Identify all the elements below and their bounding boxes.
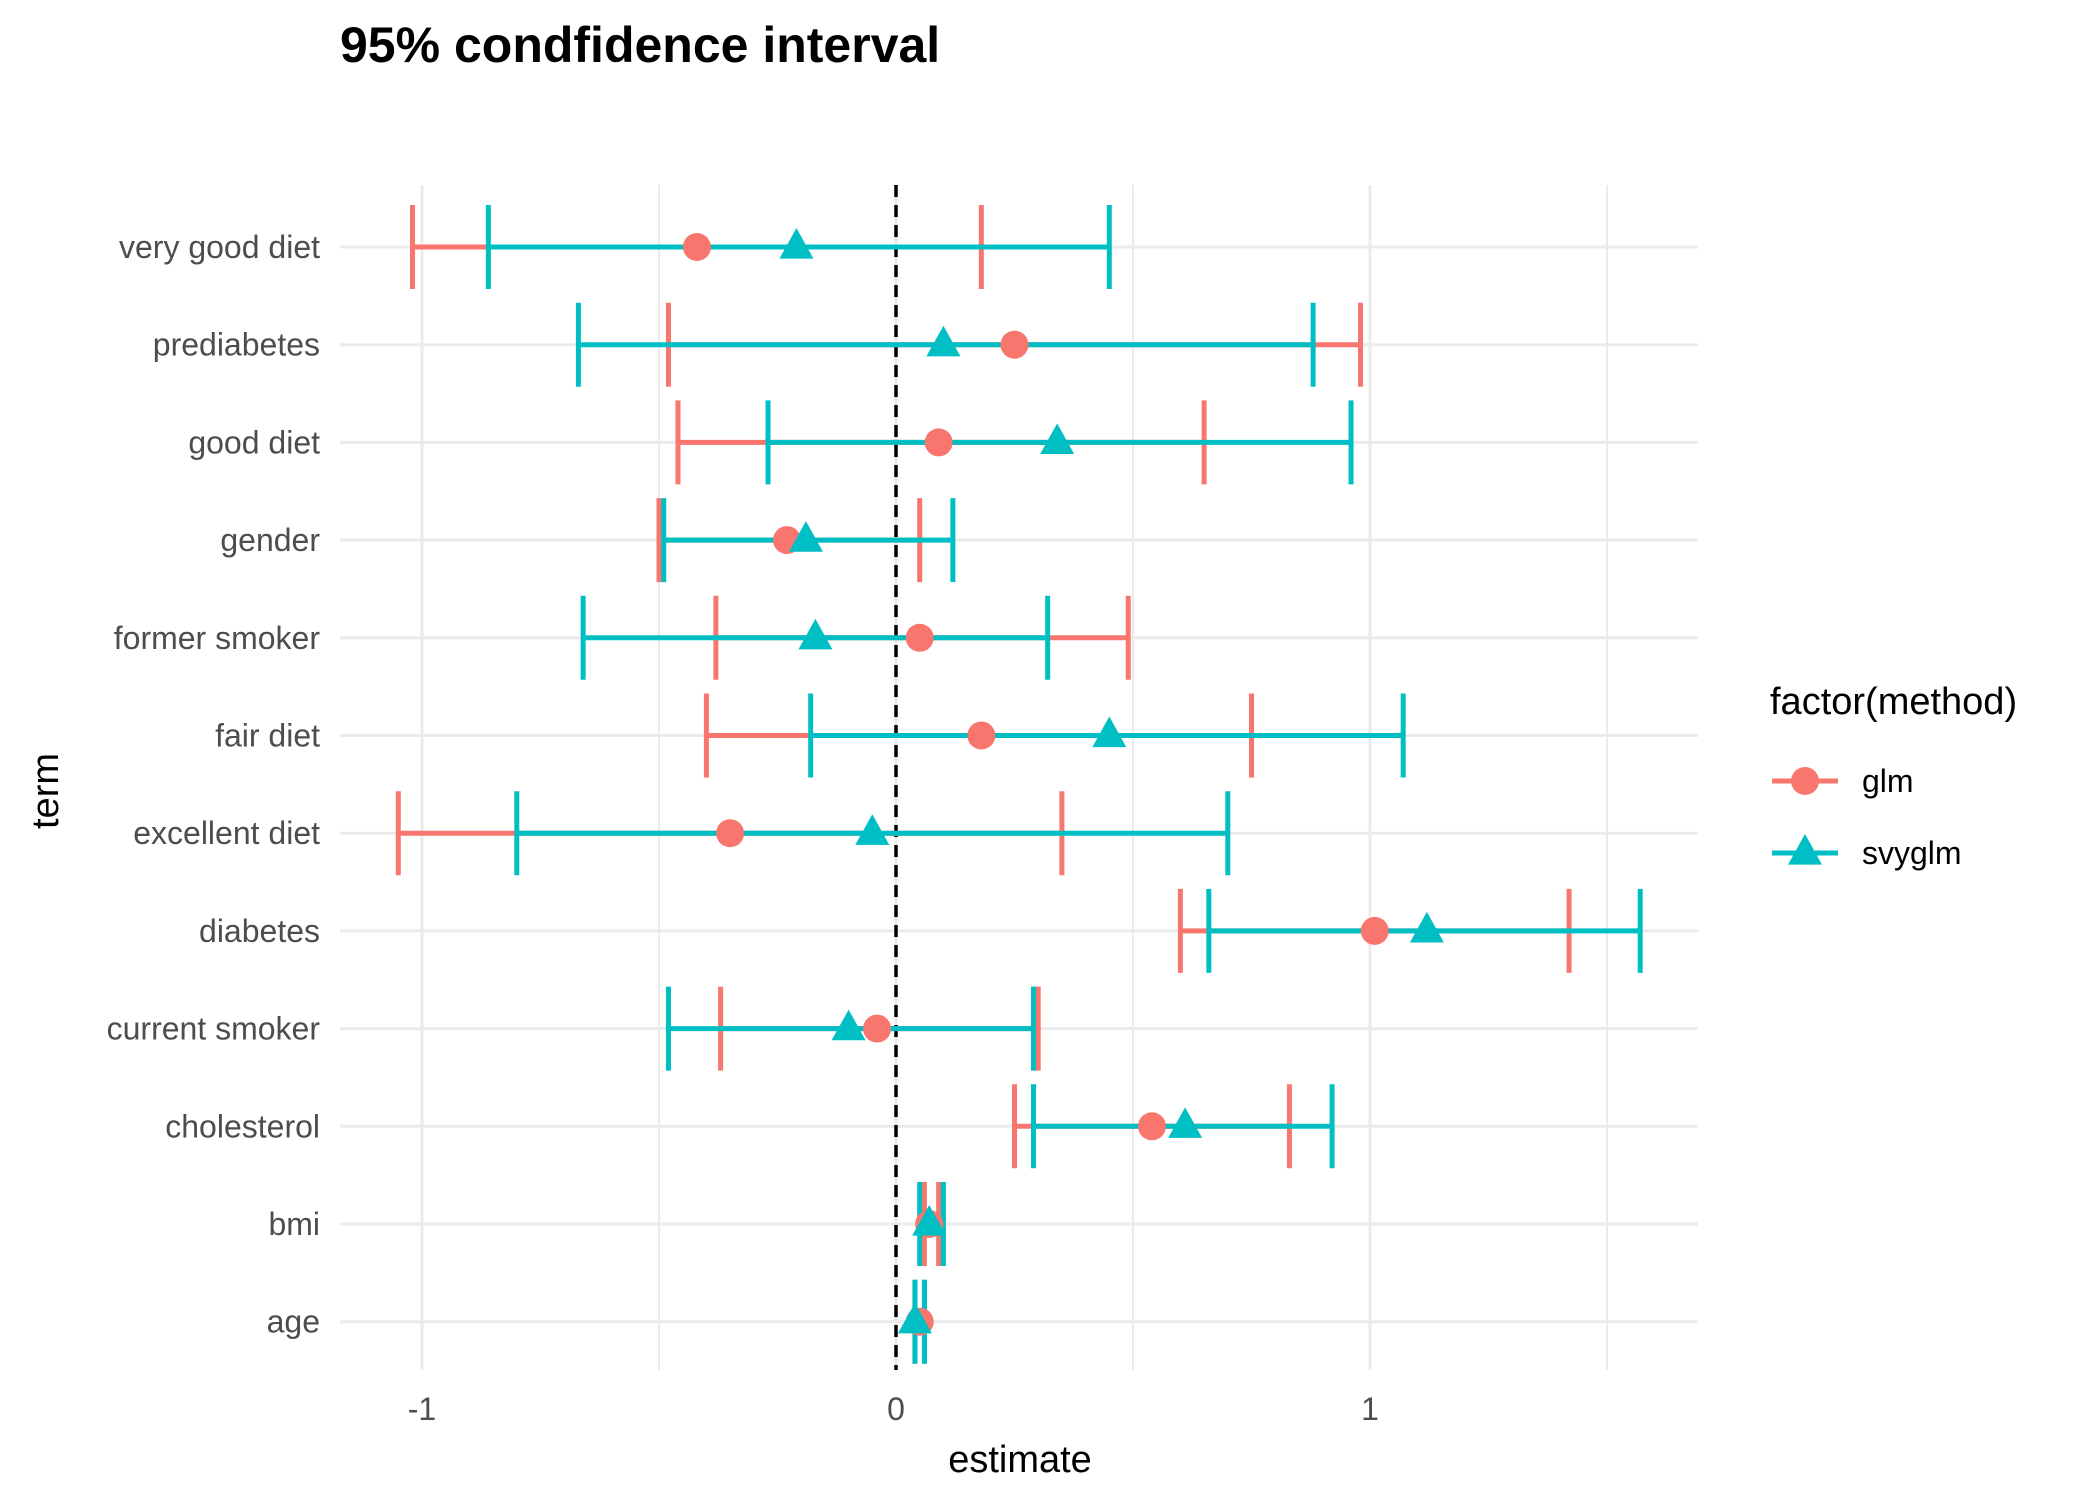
point-svyglm bbox=[1092, 716, 1127, 748]
legend-title: factor(method) bbox=[1770, 681, 2017, 723]
legend-key-circle bbox=[1791, 767, 1819, 795]
legend-key-triangle bbox=[1788, 834, 1822, 865]
y-tick-label: current smoker bbox=[107, 1011, 321, 1047]
x-tick-label: -1 bbox=[408, 1391, 436, 1427]
point-svyglm bbox=[1040, 423, 1075, 455]
point-svyglm bbox=[926, 325, 961, 357]
point-glm bbox=[863, 1014, 892, 1043]
point-glm bbox=[924, 428, 953, 457]
series-group bbox=[395, 205, 1643, 1364]
legend-label: svyglm bbox=[1862, 835, 1962, 871]
point-svyglm bbox=[912, 1205, 947, 1236]
point-svyglm bbox=[779, 228, 814, 259]
series-glm-points bbox=[682, 233, 1389, 1336]
legend: factor(method) glm svyglm bbox=[1770, 681, 2017, 871]
y-axis-title: term bbox=[25, 753, 67, 829]
y-tick-label: cholesterol bbox=[165, 1108, 320, 1144]
point-glm bbox=[1360, 916, 1389, 945]
chart-title: 95% condfidence interval bbox=[340, 17, 940, 73]
y-tick-label: diabetes bbox=[199, 913, 320, 949]
legend-items: glm svyglm bbox=[1772, 763, 1962, 871]
y-tick-label: prediabetes bbox=[153, 327, 320, 363]
point-svyglm bbox=[831, 1009, 866, 1041]
x-tick-label: 0 bbox=[887, 1391, 905, 1427]
point-svyglm bbox=[1409, 911, 1444, 943]
y-tick-label: bmi bbox=[268, 1206, 320, 1242]
legend-label: glm bbox=[1862, 763, 1914, 799]
x-tick-labels: -1 0 1 bbox=[408, 1391, 1379, 1427]
point-svyglm bbox=[788, 521, 823, 552]
y-tick-labels: very good diet prediabetes good diet gender… bbox=[107, 229, 321, 1340]
legend-item-glm: glm bbox=[1772, 763, 1914, 799]
point-glm bbox=[905, 623, 934, 652]
y-tick-label: very good diet bbox=[119, 229, 320, 265]
y-tick-label: age bbox=[267, 1304, 320, 1340]
point-svyglm bbox=[855, 814, 890, 845]
series-svyglm-errorbars bbox=[485, 205, 1643, 1364]
y-tick-label: fair diet bbox=[215, 718, 320, 754]
y-tick-label: good diet bbox=[188, 424, 320, 460]
legend-item-svyglm: svyglm bbox=[1772, 834, 1962, 871]
y-tick-label: former smoker bbox=[114, 620, 321, 656]
x-tick-label: 1 bbox=[1361, 1391, 1379, 1427]
point-svyglm bbox=[1168, 1107, 1203, 1138]
point-glm bbox=[967, 721, 996, 750]
series-glm-errorbars bbox=[395, 205, 1572, 1364]
series-svyglm-points bbox=[779, 228, 1444, 1334]
point-glm bbox=[1000, 330, 1029, 359]
y-tick-label: excellent diet bbox=[133, 815, 320, 851]
point-svyglm bbox=[897, 1302, 932, 1334]
point-svyglm bbox=[798, 618, 833, 650]
gridlines bbox=[340, 185, 1698, 1370]
y-tick-label: gender bbox=[220, 522, 320, 558]
point-glm bbox=[1137, 1112, 1166, 1141]
point-glm bbox=[682, 233, 711, 261]
x-axis-title: estimate bbox=[948, 1439, 1092, 1481]
point-glm bbox=[716, 819, 745, 848]
